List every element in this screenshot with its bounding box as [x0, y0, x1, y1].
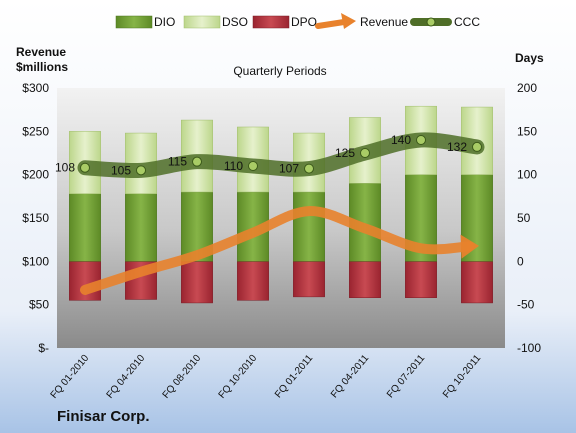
- ccc-point: [472, 141, 482, 152]
- left-axis-ticks: $- $50 $100 $150 $200 $250 $300: [22, 81, 49, 355]
- ccc-data-label: 115: [168, 155, 187, 169]
- lines: 108 105 115 110 107 125 140 132: [55, 132, 485, 295]
- legend-swatch-revenue-head: [341, 13, 356, 29]
- chart-title: Quarterly Periods: [233, 64, 326, 78]
- legend-swatch-dpo: [252, 15, 290, 29]
- left-tick-label: $-: [38, 341, 49, 355]
- dio-bar: [293, 191, 325, 262]
- revenue-line: [80, 206, 474, 295]
- legend-swatch-dio: [115, 15, 153, 29]
- ccc-point: [304, 163, 314, 174]
- ccc-point: [80, 162, 90, 173]
- right-tick-label: 200: [517, 81, 537, 95]
- ccc-point: [136, 165, 146, 176]
- legend-label-dso: DSO: [222, 15, 248, 29]
- legend-swatch-revenue: [315, 19, 347, 29]
- left-tick-label: $100: [22, 254, 49, 268]
- ccc-data-label: 105: [111, 163, 131, 177]
- right-tick-label: 50: [517, 211, 531, 225]
- revenue-arrowhead: [460, 234, 479, 259]
- legend-label-dio: DIO: [154, 15, 175, 29]
- dpo-bar: [349, 261, 381, 298]
- dpo-bar: [405, 261, 437, 298]
- left-axis-label-line1: Revenue: [16, 45, 66, 59]
- legend-label-dpo: DPO: [291, 15, 317, 29]
- right-tick-label: -100: [517, 341, 541, 355]
- ccc-data-label: 110: [224, 159, 243, 173]
- right-axis-ticks: -100 -50 0 50 100 150 200: [517, 81, 541, 355]
- right-axis-label: Days: [515, 51, 544, 65]
- legend-swatch-dso: [183, 15, 221, 29]
- left-axis-label-line2: $millions: [16, 60, 68, 74]
- ccc-data-label: 107: [279, 162, 299, 176]
- ccc-point: [192, 156, 202, 167]
- company-name: Finisar Corp.: [57, 408, 150, 425]
- right-tick-label: 0: [517, 254, 524, 268]
- left-tick-label: $200: [22, 168, 49, 182]
- left-tick-label: $250: [22, 124, 49, 138]
- left-tick-label: $50: [29, 298, 49, 312]
- dio-bar: [69, 193, 101, 262]
- right-tick-label: 150: [517, 124, 537, 138]
- ccc-data-label: 132: [447, 140, 467, 154]
- ccc-data-label: 140: [391, 133, 411, 147]
- legend-swatch-ccc-point: [426, 17, 436, 27]
- dpo-bar: [181, 261, 213, 304]
- ccc-data-label: 125: [335, 146, 355, 160]
- legend-label-ccc: CCC: [454, 15, 480, 29]
- left-tick-label: $300: [22, 81, 49, 95]
- ccc-point: [360, 148, 370, 158]
- ccc-point: [248, 161, 258, 171]
- right-tick-label: 100: [517, 168, 537, 182]
- legend: DIO DSO DPO Revenue CCC: [115, 13, 480, 29]
- ccc-point: [416, 135, 426, 145]
- dpo-bar: [237, 261, 269, 301]
- right-tick-label: -50: [517, 298, 535, 312]
- dpo-bar: [461, 261, 493, 304]
- dio-bar: [125, 193, 157, 262]
- ccc-data-label: 108: [55, 161, 75, 175]
- legend-label-revenue: Revenue: [360, 15, 408, 29]
- left-tick-label: $150: [22, 211, 49, 225]
- dpo-bar: [293, 261, 325, 298]
